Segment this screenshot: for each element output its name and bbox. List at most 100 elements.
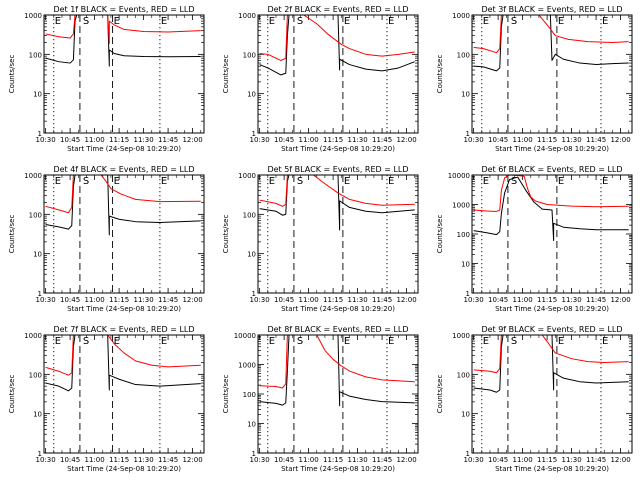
y-tick-label: 100 — [243, 391, 256, 399]
y-axis-label: Counts/sec — [436, 215, 444, 254]
x-tick-label: 11:00 — [299, 296, 319, 304]
x-tick-label: 12:00 — [182, 136, 202, 144]
x-axis-label: Start Time (24-Sep-08 10:29:20) — [67, 145, 181, 153]
y-tick-label: 1 — [252, 290, 256, 298]
lld-series-line — [45, 15, 201, 44]
x-axis-label: Start Time (24-Sep-08 10:29:20) — [495, 305, 609, 313]
y-axis-label: Counts/sec — [436, 55, 444, 94]
x-tick-label: 11:30 — [133, 296, 153, 304]
y-tick-label: 10 — [33, 411, 42, 419]
lld-series-line — [473, 335, 629, 374]
series-group — [259, 15, 415, 76]
marker-label: S — [511, 176, 517, 187]
x-tick-label: 10:30 — [36, 136, 56, 144]
y-tick-label: 100 — [29, 211, 42, 219]
x-tick-label: 11:00 — [85, 456, 105, 464]
y-axis-label: Counts/sec — [222, 55, 230, 94]
marker-label: E — [344, 336, 350, 347]
y-tick-label: 1000 — [238, 172, 256, 180]
x-axis-label: Start Time (24-Sep-08 10:29:20) — [495, 145, 609, 153]
marker-label: E — [558, 176, 564, 187]
marker-label: E — [269, 176, 275, 187]
x-axis-label: Start Time (24-Sep-08 10:29:20) — [67, 465, 181, 473]
marker-label: S — [511, 336, 517, 347]
x-tick-label: 11:15 — [537, 296, 557, 304]
x-tick-label: 11:30 — [133, 136, 153, 144]
marker-label: E — [388, 176, 394, 187]
x-axis-label: Start Time (24-Sep-08 10:29:20) — [281, 145, 395, 153]
events-series-line — [473, 176, 629, 242]
panel-title: Det 6f BLACK = Events, RED = LLD — [481, 165, 622, 174]
events-series-line — [45, 15, 201, 67]
x-tick-label: 10:30 — [464, 456, 484, 464]
y-tick-label: 1 — [252, 450, 256, 458]
marker-label: E — [161, 16, 167, 27]
x-tick-label: 11:15 — [109, 296, 129, 304]
plot-frame — [257, 174, 419, 294]
plot-frame — [471, 174, 633, 294]
marker-label: E — [114, 16, 120, 27]
y-tick-label: 10 — [247, 251, 256, 259]
y-tick-label: 100 — [243, 51, 256, 59]
marker-label: E — [55, 16, 61, 27]
marker-label: E — [483, 176, 489, 187]
x-tick-label: 11:00 — [513, 456, 533, 464]
x-axis-label: Start Time (24-Sep-08 10:29:20) — [281, 465, 395, 473]
lld-series-line — [473, 175, 629, 212]
x-tick-label: 10:45 — [60, 456, 80, 464]
x-tick-label: 12:00 — [610, 456, 630, 464]
x-tick-label: 10:45 — [488, 136, 508, 144]
series-group — [473, 15, 629, 72]
lld-series-line — [259, 175, 415, 207]
y-tick-label: 100 — [29, 51, 42, 59]
y-tick-label: 1 — [466, 130, 470, 138]
x-tick-label: 11:45 — [586, 136, 606, 144]
x-tick-label: 10:30 — [250, 456, 270, 464]
y-axis-label: Counts/sec — [8, 215, 16, 254]
lld-series-line — [259, 15, 415, 61]
panel-title: Det 1f BLACK = Events, RED = LLD — [53, 5, 194, 14]
marker-label: S — [297, 176, 303, 187]
panel-det-6: Det 6f BLACK = Events, RED = LLD 1 10 100 10… — [436, 165, 633, 313]
x-tick-label: 11:45 — [586, 456, 606, 464]
marker-label: E — [558, 336, 564, 347]
x-tick-label: 10:30 — [250, 296, 270, 304]
panel-title: Det 2f BLACK = Events, RED = LLD — [267, 5, 408, 14]
marker-label: S — [83, 16, 89, 27]
panel-title: Det 3f BLACK = Events, RED = LLD — [481, 5, 622, 14]
x-tick-label: 11:00 — [299, 136, 319, 144]
events-series-line — [259, 335, 415, 407]
x-tick-label: 12:00 — [396, 456, 416, 464]
plot-frame — [43, 174, 205, 294]
x-tick-label: 12:00 — [610, 296, 630, 304]
events-series-line — [473, 335, 629, 393]
marker-label: S — [297, 16, 303, 27]
panel-det-5: Det 5f BLACK = Events, RED = LLD 1 10 100 10… — [222, 165, 419, 313]
plot-frame — [257, 14, 419, 134]
series-group — [473, 175, 629, 242]
x-axis-label: Start Time (24-Sep-08 10:29:20) — [67, 305, 181, 313]
x-tick-label: 11:00 — [299, 456, 319, 464]
panel-title: Det 4f BLACK = Events, RED = LLD — [53, 165, 194, 174]
y-tick-label: 1000 — [452, 202, 470, 210]
y-tick-label: 10 — [247, 421, 256, 429]
x-tick-label: 10:45 — [488, 456, 508, 464]
plot-frame — [471, 334, 633, 454]
panel-title: Det 5f BLACK = Events, RED = LLD — [267, 165, 408, 174]
marker-label: E — [114, 336, 120, 347]
x-tick-label: 11:15 — [537, 136, 557, 144]
x-tick-label: 11:45 — [372, 456, 392, 464]
plot-frame — [471, 14, 633, 134]
x-tick-label: 11:15 — [537, 456, 557, 464]
x-tick-label: 11:45 — [158, 136, 178, 144]
y-axis-label: Counts/sec — [222, 215, 230, 254]
lld-series-line — [473, 15, 629, 54]
marker-label: E — [602, 176, 608, 187]
x-axis-label: Start Time (24-Sep-08 10:29:20) — [281, 305, 395, 313]
marker-label: S — [511, 16, 517, 27]
marker-label: E — [388, 16, 394, 27]
y-tick-label: 1000 — [24, 332, 42, 340]
x-tick-label: 11:00 — [513, 296, 533, 304]
marker-label: E — [602, 336, 608, 347]
x-tick-label: 12:00 — [182, 296, 202, 304]
